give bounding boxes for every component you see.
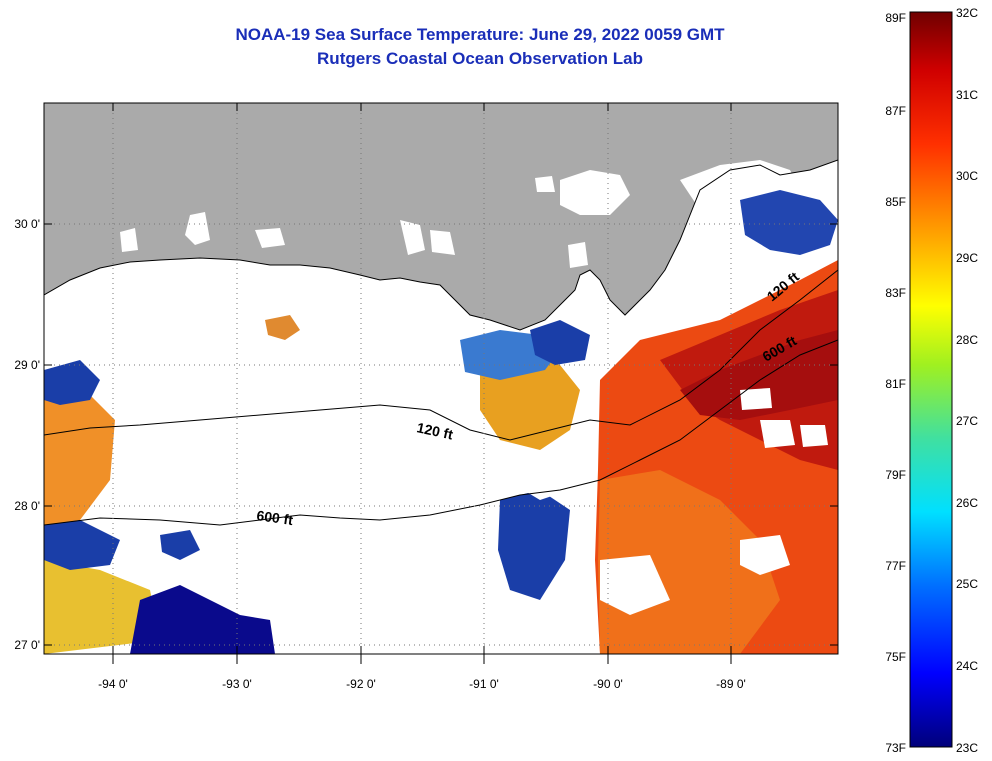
lat-label: 29 0' xyxy=(14,358,40,372)
cloud-patch xyxy=(568,242,588,268)
coastline xyxy=(44,159,838,331)
cloud-patch xyxy=(560,170,630,215)
colorbar-c-label: 30C xyxy=(956,169,978,183)
colorbar-c-label: 28C xyxy=(956,333,978,347)
colorbar-f-label: 73F xyxy=(885,741,906,755)
colorbar-c-label: 26C xyxy=(956,496,978,510)
cloud-patch xyxy=(740,388,772,410)
cloud-patch xyxy=(185,212,210,245)
sst-cool-patch xyxy=(498,490,570,600)
colorbar-f-label: 83F xyxy=(885,286,906,300)
lon-label: -94 0' xyxy=(98,677,128,691)
cloud-patch xyxy=(740,535,790,575)
isobath-label: 600 ft xyxy=(256,507,295,528)
sst-cold-region xyxy=(130,585,275,654)
map-title: NOAA-19 Sea Surface Temperature: June 29… xyxy=(235,25,725,44)
sst-cool-patch xyxy=(44,360,100,405)
sst-cool-patch xyxy=(530,320,590,365)
sst-cool-patch xyxy=(740,190,838,255)
colorbar-c-label: 29C xyxy=(956,251,978,265)
map-subtitle: Rutgers Coastal Ocean Observation Lab xyxy=(317,49,643,68)
sst-cool-patch xyxy=(160,530,200,560)
colorbar xyxy=(909,11,953,748)
colorbar-c-label: 31C xyxy=(956,88,978,102)
isobath-120ft xyxy=(44,269,838,441)
colorbar-f-label: 75F xyxy=(885,650,906,664)
colorbar-f-label: 81F xyxy=(885,377,906,391)
lat-label: 30 0' xyxy=(14,217,40,231)
colorbar-c-label: 32C xyxy=(956,6,978,20)
colorbar-c-label: 27C xyxy=(956,414,978,428)
cloud-patch xyxy=(430,230,455,255)
graticule xyxy=(44,103,838,654)
land-mass xyxy=(44,103,838,330)
cloud-patch xyxy=(120,228,138,252)
sst-hot-region xyxy=(680,330,838,420)
colorbar-f-label: 79F xyxy=(885,468,906,482)
isobath-600ft xyxy=(44,339,838,526)
lon-label: -89 0' xyxy=(716,677,746,691)
isobath-label: 120 ft xyxy=(415,419,454,442)
colorbar-c-label: 24C xyxy=(956,659,978,673)
lon-label: -91 0' xyxy=(469,677,499,691)
sst-mid-region xyxy=(44,560,160,654)
cloud-patch xyxy=(600,555,670,615)
colorbar-f-label: 85F xyxy=(885,195,906,209)
colorbar-c-label: 25C xyxy=(956,577,978,591)
cloud-patch xyxy=(400,220,425,255)
lat-label: 27 0' xyxy=(14,638,40,652)
cloud-patch xyxy=(760,420,795,448)
lon-label: -90 0' xyxy=(593,677,623,691)
sst-cool-patch xyxy=(44,520,120,570)
lon-label: -93 0' xyxy=(222,677,252,691)
lat-label: 28 0' xyxy=(14,499,40,513)
cloud-patch xyxy=(800,425,828,447)
colorbar-f-label: 77F xyxy=(885,559,906,573)
sst-cool-patch xyxy=(265,315,300,340)
cloud-patch xyxy=(535,176,555,192)
lon-label: -92 0' xyxy=(346,677,376,691)
colorbar-f-label: 87F xyxy=(885,104,906,118)
cloud-patch xyxy=(255,228,285,248)
tick-marks xyxy=(44,103,838,664)
map-frame xyxy=(43,102,839,655)
colorbar-c-label: 23C xyxy=(956,741,978,755)
colorbar-f-label: 89F xyxy=(885,11,906,25)
cloud-patch xyxy=(515,450,570,500)
